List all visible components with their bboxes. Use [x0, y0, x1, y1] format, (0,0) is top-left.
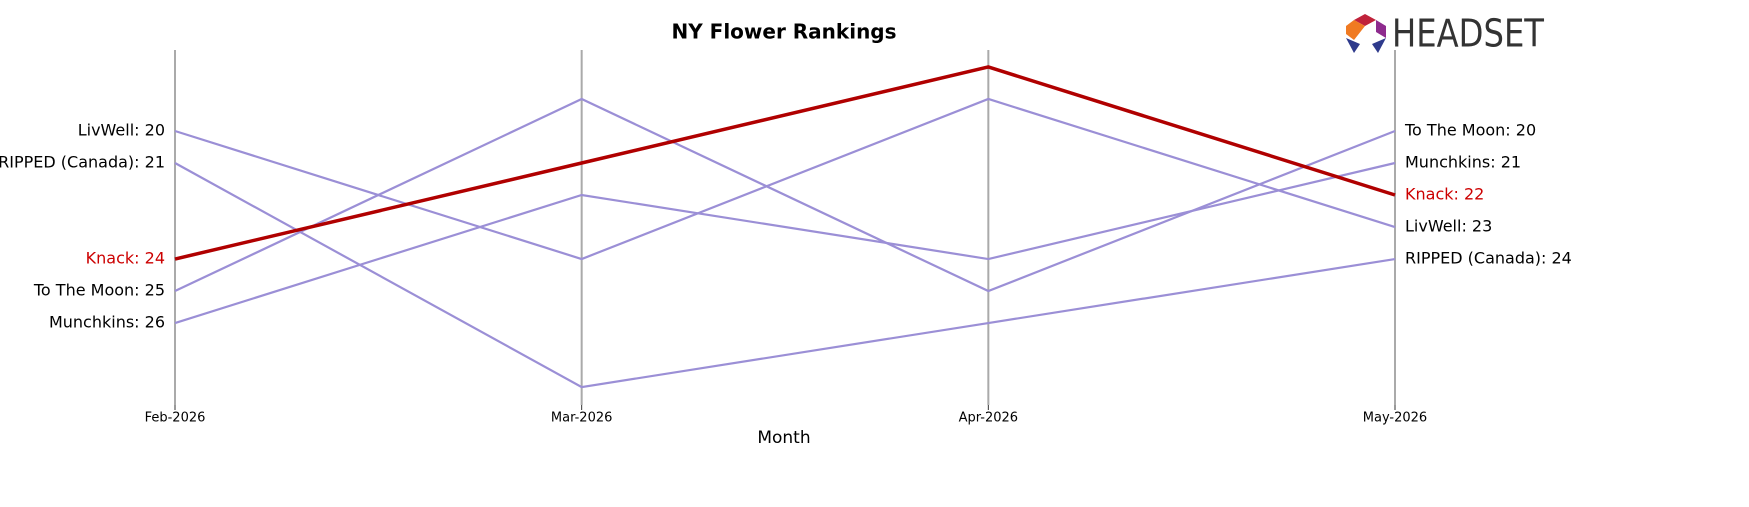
value-label: LivWell: 20	[78, 120, 165, 139]
value-label: To The Moon: 20	[1404, 120, 1536, 139]
value-label: To The Moon: 25	[33, 281, 165, 300]
x-axis-label: Month	[757, 428, 810, 448]
x-tick-label: May-2026	[1363, 411, 1427, 426]
logo-mark	[1346, 38, 1360, 53]
series-line	[174, 97, 1396, 293]
value-label: Munchkins: 21	[1405, 152, 1521, 171]
series-line	[174, 97, 1396, 261]
value-label: LivWell: 23	[1405, 217, 1492, 236]
x-tick-label: Apr-2026	[959, 411, 1018, 426]
logo-mark	[1372, 38, 1386, 53]
value-label: RIPPED (Canada): 21	[0, 152, 165, 171]
logo-mark	[1376, 20, 1386, 38]
logo-mark	[1346, 20, 1365, 40]
series-line	[174, 162, 1396, 389]
logo-text: HEADSET	[1392, 12, 1545, 56]
x-tick-label: Feb-2026	[145, 411, 206, 426]
chart-title: NY Flower Rankings	[671, 20, 896, 44]
value-label: Knack: 22	[1405, 185, 1484, 204]
series-line	[174, 65, 1396, 261]
x-tick-label: Mar-2026	[551, 411, 612, 426]
value-label: Knack: 24	[86, 249, 165, 268]
value-label: RIPPED (Canada): 24	[1405, 249, 1572, 268]
series-line	[174, 161, 1396, 325]
logo: HEADSET	[1346, 12, 1545, 56]
value-label: Munchkins: 26	[49, 313, 165, 332]
